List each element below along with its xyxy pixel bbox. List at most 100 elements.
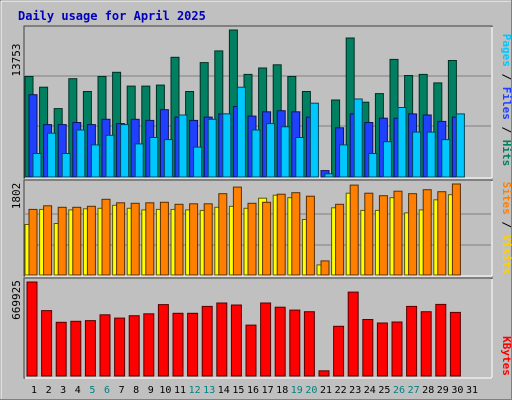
bottom-bar-kbytes-day-4 [70, 320, 82, 377]
middle-panel-legend: Sites / Visits [500, 182, 512, 275]
middle-bar-sites-day-30 [451, 183, 461, 276]
top-bar-pages-day-12 [193, 146, 203, 178]
top-bar-pages-day-6 [105, 134, 115, 178]
bottom-bar-kbytes-day-13 [201, 305, 213, 377]
day-label-26: 26 [393, 385, 405, 396]
top-bar-pages-day-3 [61, 153, 71, 178]
middle-bar-sites-day-18 [276, 193, 286, 276]
day-label-4: 4 [75, 385, 81, 396]
bottom-bar-kbytes-day-10 [157, 304, 169, 377]
day-label-2: 2 [46, 385, 52, 396]
middle-bar-sites-day-24 [364, 192, 374, 276]
bottom-panel-max-label: 669925 [10, 280, 23, 320]
top-panel-legend: Pages / Files / Hits [500, 34, 512, 167]
day-label-12: 12 [189, 385, 201, 396]
bottom-panel-legend: KBytes [500, 336, 512, 376]
bottom-bar-kbytes-day-21 [318, 370, 330, 377]
day-label-28: 28 [422, 385, 434, 396]
bottom-bar-kbytes-day-18 [274, 306, 286, 377]
middle-bar-sites-day-15 [232, 186, 242, 276]
bottom-bar-kbytes-day-9 [143, 313, 155, 377]
middle-bar-sites-day-5 [86, 205, 96, 276]
middle-bar-sites-day-20 [305, 195, 315, 276]
top-bar-pages-day-8 [134, 143, 144, 178]
bottom-bar-kbytes-day-14 [216, 302, 228, 377]
middle-bar-sites-day-26 [393, 190, 403, 276]
day-label-6: 6 [104, 385, 110, 396]
day-label-22: 22 [335, 385, 347, 396]
day-label-30: 30 [451, 385, 463, 396]
day-label-3: 3 [60, 385, 66, 396]
top-bar-pages-day-5 [90, 144, 100, 178]
bottom-bar-kbytes-day-6 [99, 314, 111, 377]
top-bar-pages-day-2 [47, 132, 57, 178]
day-label-10: 10 [159, 385, 171, 396]
top-bar-pages-day-19 [295, 137, 305, 178]
bottom-bar-kbytes-day-20 [303, 311, 315, 377]
top-bar-pages-day-1 [32, 153, 42, 178]
bottom-bar-kbytes-day-30 [449, 311, 461, 377]
top-bar-pages-day-7 [120, 124, 130, 178]
middle-bar-sites-day-19 [291, 192, 301, 276]
day-label-21: 21 [320, 385, 332, 396]
middle-bar-sites-day-22 [335, 203, 345, 276]
top-bar-pages-day-23 [353, 98, 363, 178]
middle-bar-sites-day-25 [378, 195, 388, 276]
top-bar-pages-day-27 [412, 131, 422, 178]
top-bar-pages-day-11 [178, 114, 188, 178]
middle-bar-sites-day-2 [43, 205, 53, 276]
legend-part: Hits [500, 140, 512, 167]
day-label-19: 19 [291, 385, 303, 396]
bottom-bar-kbytes-day-28 [420, 311, 432, 377]
day-label-11: 11 [174, 385, 186, 396]
middle-bar-sites-day-7 [116, 202, 126, 276]
middle-bar-sites-day-27 [408, 193, 418, 276]
middle-bar-sites-day-10 [159, 201, 169, 276]
day-label-5: 5 [89, 385, 95, 396]
bottom-bar-kbytes-day-29 [435, 303, 447, 377]
day-label-23: 23 [349, 385, 361, 396]
middle-bar-sites-day-1 [28, 208, 38, 276]
bottom-bar-kbytes-day-15 [230, 304, 242, 377]
legend-part: / [500, 120, 512, 140]
legend-part: / [500, 215, 512, 235]
legend-part: / [500, 67, 512, 87]
middle-bar-sites-day-12 [189, 203, 199, 276]
bottom-bar-kbytes-day-24 [362, 319, 374, 377]
top-bar-pages-day-16 [251, 129, 261, 178]
top-bar-pages-day-24 [368, 153, 378, 178]
top-bar-pages-day-17 [266, 123, 276, 178]
bottom-bar-kbytes-day-1 [26, 281, 38, 377]
top-bar-pages-day-4 [76, 129, 86, 178]
legend-part: KBytes [500, 336, 512, 376]
top-bar-pages-day-26 [397, 107, 407, 178]
day-label-29: 29 [437, 385, 449, 396]
day-label-9: 9 [148, 385, 154, 396]
middle-panel-max-label: 1802 [10, 183, 23, 210]
bottom-bar-kbytes-day-8 [128, 315, 140, 377]
day-axis-labels: 1 2 3 4 5 6 7 8 9 10 11 12 13 14 15 16 17 18 19 20 21 22 23 24 2… [31, 385, 478, 396]
top-bar-pages-day-25 [382, 141, 392, 178]
middle-bar-sites-day-3 [57, 206, 67, 276]
middle-bar-sites-day-28 [422, 189, 432, 276]
middle-bar-sites-day-8 [130, 202, 140, 276]
top-bar-pages-day-28 [426, 131, 436, 178]
legend-part: Sites [500, 182, 512, 215]
day-label-25: 25 [378, 385, 390, 396]
day-label-14: 14 [218, 385, 230, 396]
day-label-31: 31 [466, 385, 478, 396]
middle-bar-sites-day-23 [349, 184, 359, 276]
top-bar-pages-day-18 [280, 126, 290, 178]
day-label-7: 7 [119, 385, 125, 396]
legend-part: Visits [500, 235, 512, 275]
bottom-bar-kbytes-day-27 [406, 305, 418, 377]
bottom-bar-kbytes-day-22 [333, 325, 345, 377]
top-bar-pages-day-20 [309, 102, 319, 178]
top-bar-pages-day-9 [149, 137, 159, 178]
middle-bar-sites-day-13 [203, 203, 213, 276]
middle-bar-sites-day-29 [437, 191, 447, 276]
top-bar-pages-day-14 [222, 113, 232, 178]
top-bar-pages-day-29 [441, 139, 451, 178]
chart-title: Daily usage for April 2025 [18, 9, 206, 23]
middle-bar-sites-day-16 [247, 202, 257, 276]
